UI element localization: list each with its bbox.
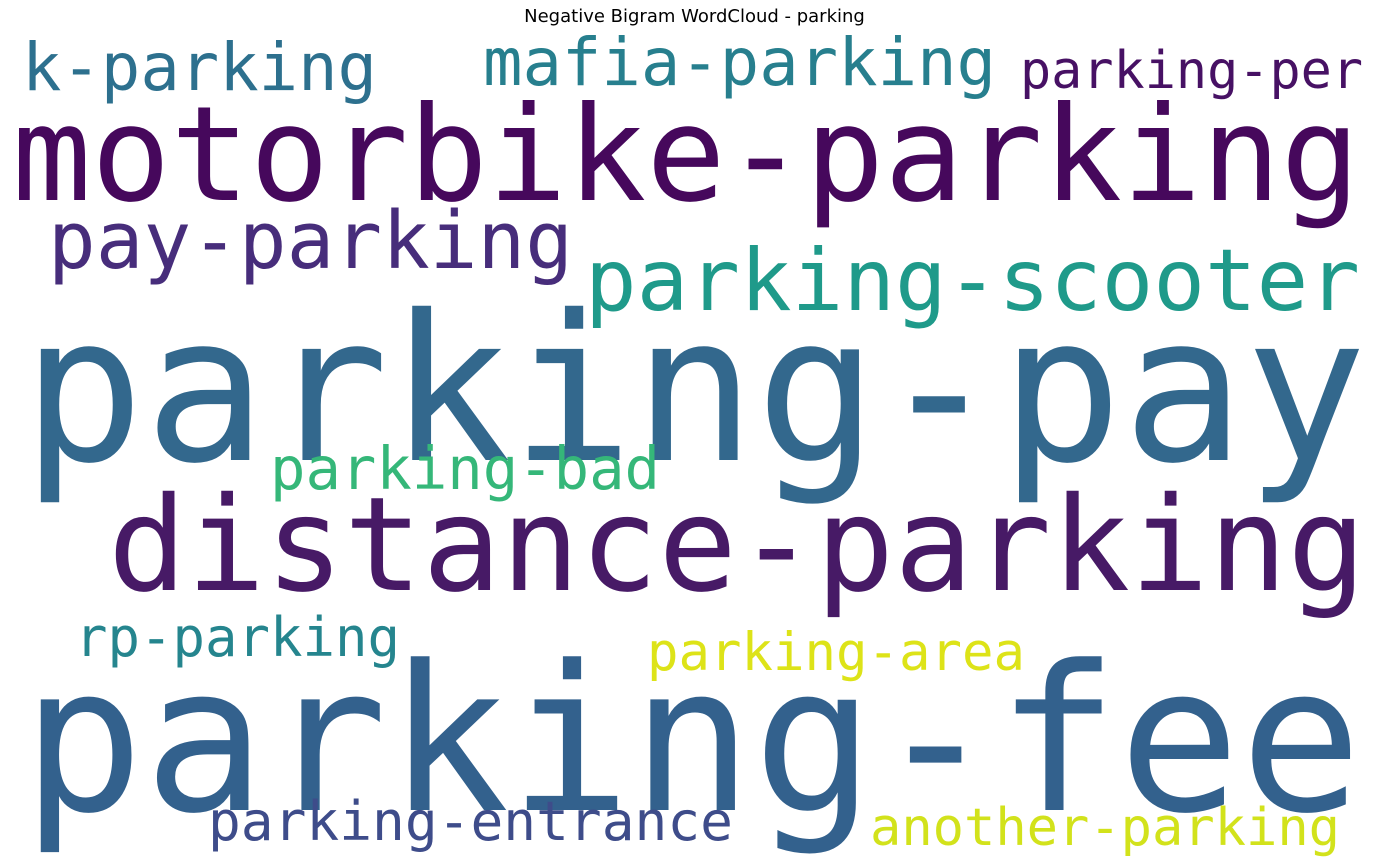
word-rp-parking: rp-parking — [75, 606, 400, 669]
word-parking-entrance: parking-entrance — [208, 789, 733, 853]
word-distance-parking: distance-parking — [108, 469, 1366, 621]
word-k-parking: k-parking — [22, 30, 377, 106]
chart-title: Negative Bigram WordCloud - parking — [524, 6, 865, 27]
word-mafia-parking: mafia-parking — [483, 25, 996, 101]
word-another-parking: another-parking — [870, 798, 1340, 858]
word-pay-parking: pay-parking — [48, 194, 573, 287]
word-parking-fee: parking-fee — [22, 622, 1362, 858]
word-motorbike-parking: motorbike-parking — [12, 79, 1360, 232]
word-parking-pay: parking-pay — [22, 271, 1367, 508]
word-parking-bad: parking-bad — [270, 434, 660, 503]
word-parking-area: parking-area — [647, 622, 1025, 683]
word-parking-per: parking-per — [1020, 41, 1363, 101]
word-parking-scooter: parking-scooter — [585, 231, 1360, 331]
